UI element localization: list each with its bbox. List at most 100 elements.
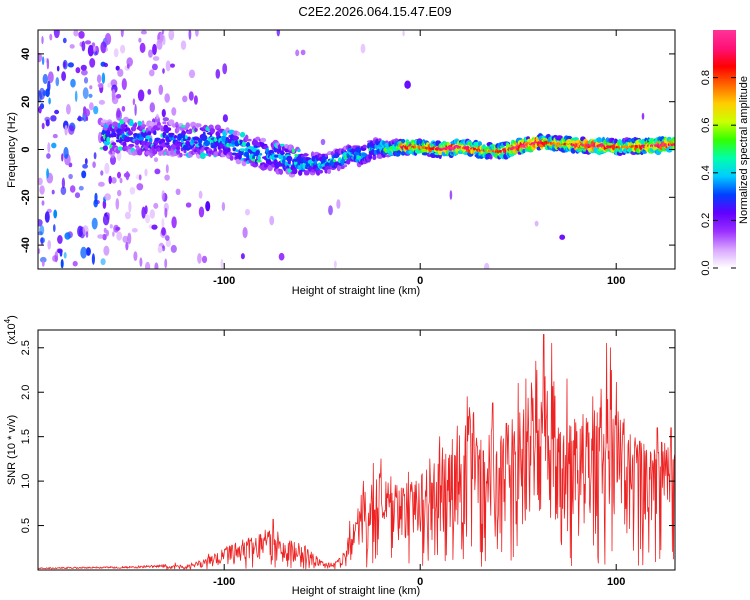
spectrogram-cell xyxy=(82,163,88,169)
spectrogram-cell xyxy=(175,188,181,195)
spectrogram-cell xyxy=(112,231,115,237)
spectrogram-cell xyxy=(220,258,224,269)
spectrogram-cell xyxy=(59,249,63,257)
spectrogram-cell xyxy=(104,33,112,45)
spectrogram-cell xyxy=(134,122,138,128)
spectrogram-cell xyxy=(134,103,137,116)
spectrogram-cell xyxy=(180,40,187,50)
spectrogram-cell xyxy=(235,149,239,153)
spectrogram-x-ticks: -100 0 100 xyxy=(213,30,625,287)
spectrogram-cell xyxy=(164,93,170,103)
colorbar-tick-label: 0.8 xyxy=(700,70,712,85)
spectrogram-cell xyxy=(267,165,273,172)
spectrogram-cell xyxy=(154,168,161,175)
spectrogram-cell xyxy=(198,206,205,218)
spectrogram-cell xyxy=(280,143,285,147)
spectrogram-cell xyxy=(265,159,272,165)
spectrogram-cell xyxy=(449,190,453,200)
spectrogram-cell xyxy=(148,137,153,143)
spectrogram-cell xyxy=(69,44,75,49)
spectrogram-cell xyxy=(188,91,194,101)
spectrogram-cell xyxy=(93,199,98,208)
spectrogram-cell xyxy=(114,122,119,127)
spectrogram-cell xyxy=(74,192,81,199)
colorbar-tick-label: 0.4 xyxy=(700,165,712,180)
spectrogram-cell xyxy=(222,63,228,75)
spectrogram-cell xyxy=(89,102,94,111)
y-tick-label: 0.5 xyxy=(20,518,32,533)
spectrogram-cell xyxy=(109,224,113,229)
spectrogram-cell xyxy=(125,241,129,251)
spectrogram-cell xyxy=(63,252,67,259)
spectrogram-cell xyxy=(360,43,366,54)
spectrogram-cell xyxy=(76,116,84,122)
spectrogram-cell xyxy=(93,45,97,53)
snr-x-ticks: -100 0 100 xyxy=(213,330,625,588)
colorbar-ticks: 0.0 0.2 0.4 0.6 0.8 xyxy=(700,70,736,276)
spectrogram-cell xyxy=(141,206,146,219)
spectrogram-cell xyxy=(137,120,142,126)
spectrogram-cell xyxy=(113,48,119,58)
snr-y-ticks: 0.5 1.0 1.5 2.0 2.5 xyxy=(20,340,675,533)
spectrogram-cell xyxy=(64,125,68,136)
snr-multiplier-suffix: ) xyxy=(6,315,18,319)
spectrogram-cell xyxy=(54,109,60,115)
spectrogram-cell xyxy=(46,168,49,179)
spectrogram-cell xyxy=(179,126,185,131)
spectrogram-cell xyxy=(340,165,345,170)
spectrogram-cell xyxy=(138,137,145,141)
spectrogram-cell xyxy=(245,208,250,216)
spectrogram-cell xyxy=(52,255,58,262)
spectrogram-cell xyxy=(85,247,91,256)
spectrogram-cell xyxy=(127,63,130,69)
spectrogram-cell xyxy=(51,189,55,195)
spectrogram-cell xyxy=(128,121,135,127)
spectrogram-cell xyxy=(302,153,309,157)
spectrogram-cell xyxy=(176,127,180,133)
spectrogram-cell xyxy=(89,58,96,68)
spectrogram-cell xyxy=(98,181,105,187)
spectrogram-cell xyxy=(205,201,211,212)
spectrogram-cell xyxy=(158,84,164,96)
spectrogram-cell xyxy=(596,137,603,143)
spectrogram-cell xyxy=(41,122,45,130)
spectrogram-cell xyxy=(188,128,193,134)
spectrogram-cell xyxy=(201,134,208,141)
spectrogram-cell xyxy=(300,49,306,56)
spectrogram-cell xyxy=(81,69,88,76)
y-tick-label: 1.5 xyxy=(20,429,32,444)
spectrogram-cell xyxy=(38,90,43,103)
spectrogram-cell xyxy=(161,109,166,118)
spectrogram-cell xyxy=(165,164,169,174)
spectrogram-cell xyxy=(82,87,89,99)
spectrogram-cell xyxy=(122,235,129,243)
spectrogram-cell xyxy=(48,97,51,105)
spectrogram-cell xyxy=(98,131,102,143)
spectrogram-cell xyxy=(246,155,251,160)
spectrogram-cell xyxy=(556,135,563,139)
spectrogram-cell xyxy=(195,123,202,128)
spectrogram-cell xyxy=(145,261,151,269)
spectrogram-cell xyxy=(336,199,341,209)
spectrogram-cell xyxy=(111,89,116,101)
spectrogram-cell xyxy=(50,115,57,122)
spectrogram-cell xyxy=(63,147,69,159)
spectrogram-cell xyxy=(117,146,124,151)
spectrogram-cell xyxy=(100,170,104,176)
spectrogram-cell xyxy=(162,68,165,74)
spectrogram-cell xyxy=(115,94,122,99)
x-tick-label: 100 xyxy=(607,275,625,287)
spectrogram-cell xyxy=(151,63,158,71)
spectrogram-cell xyxy=(152,43,157,56)
spectrogram-cell xyxy=(81,40,86,52)
spectrogram-cell xyxy=(136,183,144,191)
spectrogram-cell xyxy=(94,192,98,202)
spectrogram-cell xyxy=(120,44,126,54)
spectrogram-cell xyxy=(324,153,328,158)
spectrogram-cell xyxy=(328,205,333,216)
spectrogram-cell xyxy=(320,138,326,146)
spectrogram-cell xyxy=(53,30,60,39)
spectrogram-cell xyxy=(121,78,127,90)
spectrogram-cell xyxy=(278,252,285,261)
spectrogram-cell xyxy=(115,198,120,210)
